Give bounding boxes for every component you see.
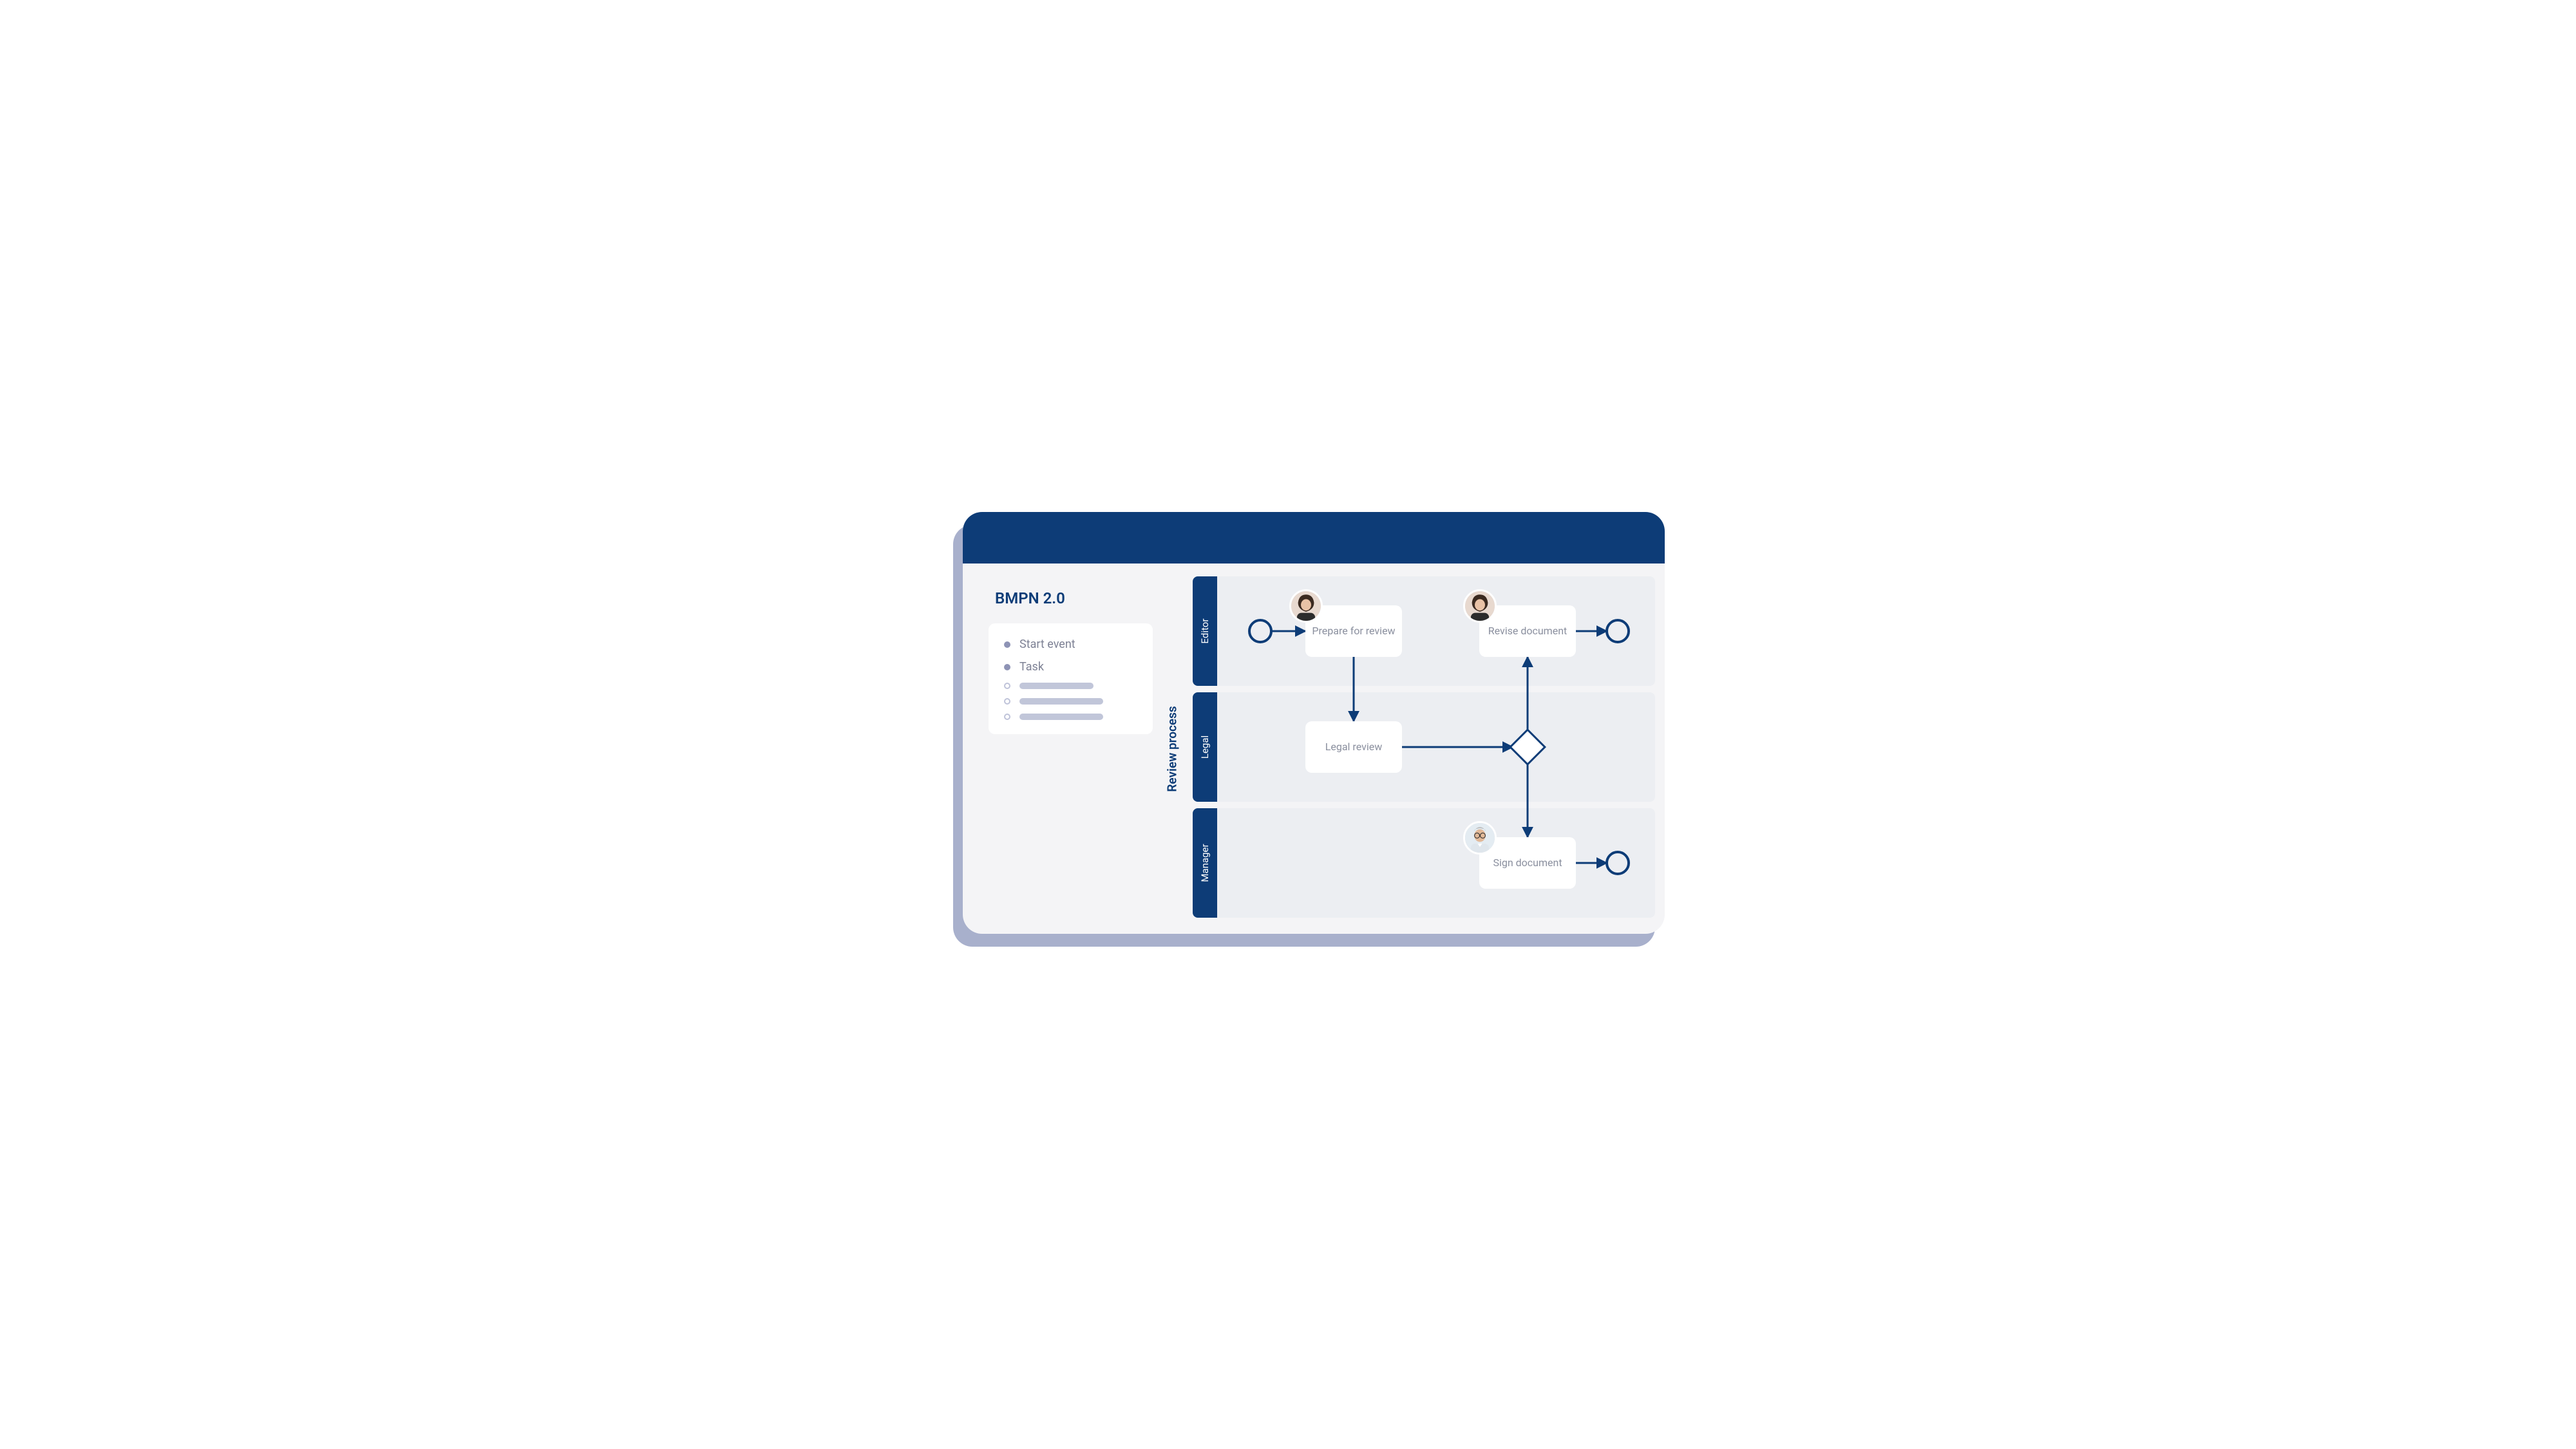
palette-item-label: Start event xyxy=(1019,638,1075,651)
lane-tab: Manager xyxy=(1193,808,1217,918)
task-legal-review[interactable]: Legal review xyxy=(1305,721,1402,773)
lane-editor: Editor xyxy=(1193,576,1655,686)
task-label: Legal review xyxy=(1325,741,1382,754)
skeleton-bar xyxy=(1019,698,1103,705)
task-label: Prepare for review xyxy=(1312,625,1395,638)
stage: BMPN 2.0 Start event Task xyxy=(824,464,1752,985)
card-header xyxy=(963,512,1665,564)
skeleton-bar xyxy=(1019,683,1094,689)
lane-legal: Legal xyxy=(1193,692,1655,802)
task-label: Revise document xyxy=(1488,625,1567,638)
bullet-hollow-icon xyxy=(1004,683,1010,689)
bullet-hollow-icon xyxy=(1004,698,1010,705)
palette-item-placeholder[interactable] xyxy=(1004,683,1137,689)
lane-tab: Editor xyxy=(1193,576,1217,686)
lane-label: Editor xyxy=(1199,619,1211,644)
palette-item-placeholder[interactable] xyxy=(1004,698,1137,705)
palette-sidebar: BMPN 2.0 Start event Task xyxy=(989,589,1153,734)
palette-item-task[interactable]: Task xyxy=(1004,660,1137,674)
pool-label: Review process xyxy=(1165,706,1180,791)
skeleton-bar xyxy=(1019,714,1103,720)
avatar-woman-icon xyxy=(1463,589,1497,623)
lane-tab: Legal xyxy=(1193,692,1217,802)
bullet-icon xyxy=(1004,664,1010,670)
avatar-woman-icon xyxy=(1289,589,1323,623)
lane-label: Legal xyxy=(1199,735,1211,759)
app-card: BMPN 2.0 Start event Task xyxy=(963,512,1665,934)
palette-panel: Start event Task xyxy=(989,623,1153,734)
bpmn-diagram: Review process Editor Legal Manager xyxy=(1179,576,1655,921)
lane-manager: Manager xyxy=(1193,808,1655,918)
sidebar-title: BMPN 2.0 xyxy=(995,589,1153,607)
avatar-man-icon xyxy=(1463,821,1497,855)
palette-item-start-event[interactable]: Start event xyxy=(1004,638,1137,651)
palette-item-label: Task xyxy=(1019,660,1044,674)
bullet-hollow-icon xyxy=(1004,714,1010,720)
palette-item-placeholder[interactable] xyxy=(1004,714,1137,720)
bullet-icon xyxy=(1004,641,1010,648)
lane-label: Manager xyxy=(1199,844,1211,882)
task-label: Sign document xyxy=(1493,857,1562,870)
